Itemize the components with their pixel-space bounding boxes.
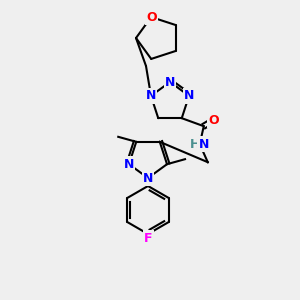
Text: N: N xyxy=(184,89,194,102)
Text: N: N xyxy=(143,172,153,184)
Text: F: F xyxy=(144,232,152,244)
Text: N: N xyxy=(146,89,156,102)
Text: N: N xyxy=(124,158,134,171)
Text: N: N xyxy=(199,138,209,151)
Text: H: H xyxy=(190,138,200,151)
Text: O: O xyxy=(208,114,219,127)
Text: N: N xyxy=(165,76,175,88)
Text: O: O xyxy=(146,11,157,24)
